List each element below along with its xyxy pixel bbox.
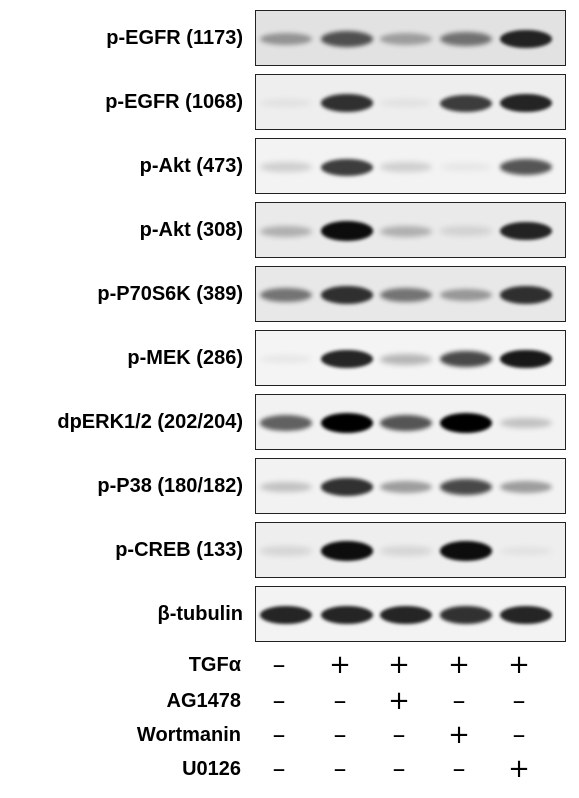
protein-band (321, 158, 373, 176)
blot-label: p-Akt (308) (139, 219, 243, 241)
minus-sign: – (512, 720, 526, 750)
minus-sign: – (392, 720, 406, 750)
protein-band (260, 546, 312, 556)
minus-sign: – (452, 754, 466, 784)
minus-sign: – (392, 754, 406, 784)
treatment-label: AG1478 (166, 690, 242, 712)
blot-panel (255, 266, 566, 322)
plus-sign: + (508, 754, 530, 784)
protein-band (440, 226, 492, 236)
minus-sign: – (272, 754, 286, 784)
protein-band (260, 415, 312, 431)
blot-panel (255, 522, 566, 578)
protein-band (260, 98, 312, 108)
blot-panel (255, 10, 566, 66)
protein-band (260, 162, 312, 172)
protein-band (321, 413, 373, 433)
protein-band (440, 162, 492, 172)
blot-label: dpERK1/2 (202/204) (57, 411, 243, 433)
blot-panel (255, 458, 566, 514)
protein-band (321, 286, 373, 304)
protein-band (440, 94, 492, 112)
protein-band (500, 93, 552, 113)
protein-band (380, 288, 432, 302)
protein-band (500, 286, 552, 304)
protein-band (380, 605, 432, 625)
protein-band (380, 546, 432, 556)
plus-sign: + (508, 650, 530, 680)
protein-band (380, 225, 432, 237)
protein-band (260, 32, 312, 46)
protein-band (321, 541, 373, 561)
plus-sign: + (388, 650, 410, 680)
protein-band (380, 33, 432, 45)
protein-band (500, 159, 552, 175)
protein-band (321, 478, 373, 496)
plus-sign: + (448, 720, 470, 750)
plus-sign: + (388, 686, 410, 716)
protein-band (440, 288, 492, 302)
blot-panel (255, 74, 566, 130)
protein-band (380, 480, 432, 494)
protein-band (440, 606, 492, 624)
blot-panel (255, 394, 566, 450)
protein-band (260, 354, 312, 364)
minus-sign: – (272, 720, 286, 750)
protein-band (500, 546, 552, 556)
protein-band (440, 32, 492, 46)
protein-band (440, 350, 492, 368)
minus-sign: – (512, 686, 526, 716)
minus-sign: – (272, 650, 286, 680)
blot-label: p-EGFR (1173) (106, 27, 243, 49)
minus-sign: – (452, 686, 466, 716)
blot-panel (255, 138, 566, 194)
treatment-label: TGFα (188, 654, 241, 676)
protein-band (440, 541, 492, 561)
plus-sign: + (329, 650, 351, 680)
blot-label: p-Akt (473) (139, 155, 243, 177)
protein-band (500, 417, 552, 429)
protein-band (500, 480, 552, 494)
protein-band (380, 415, 432, 431)
protein-band (260, 225, 312, 237)
protein-band (321, 31, 373, 47)
blot-label: p-P38 (180/182) (97, 475, 243, 497)
protein-band (260, 288, 312, 302)
protein-band (380, 353, 432, 365)
protein-band (500, 605, 552, 625)
protein-band (260, 605, 312, 625)
protein-band (500, 29, 552, 49)
protein-band (260, 481, 312, 493)
plus-sign: + (448, 650, 470, 680)
protein-band (321, 605, 373, 625)
treatment-label: Wortmanin (136, 724, 241, 746)
blot-panel (255, 202, 566, 258)
protein-band (440, 478, 492, 496)
minus-sign: – (333, 686, 347, 716)
protein-band (500, 221, 552, 241)
blot-panel (255, 330, 566, 386)
blot-label: β-tubulin (157, 603, 243, 625)
protein-band (500, 349, 552, 369)
minus-sign: – (272, 686, 286, 716)
minus-sign: – (333, 720, 347, 750)
protein-band (380, 98, 432, 108)
blot-label: p-P70S6K (389) (97, 283, 243, 305)
blot-label: p-MEK (286) (127, 347, 243, 369)
blot-panel (255, 586, 566, 642)
protein-band (321, 349, 373, 369)
treatment-label: U0126 (182, 758, 241, 780)
protein-band (321, 221, 373, 241)
blot-label: p-EGFR (1068) (105, 91, 243, 113)
protein-band (440, 413, 492, 433)
blot-label: p-CREB (133) (115, 539, 243, 561)
protein-band (321, 94, 373, 112)
minus-sign: – (333, 754, 347, 784)
protein-band (380, 162, 432, 172)
